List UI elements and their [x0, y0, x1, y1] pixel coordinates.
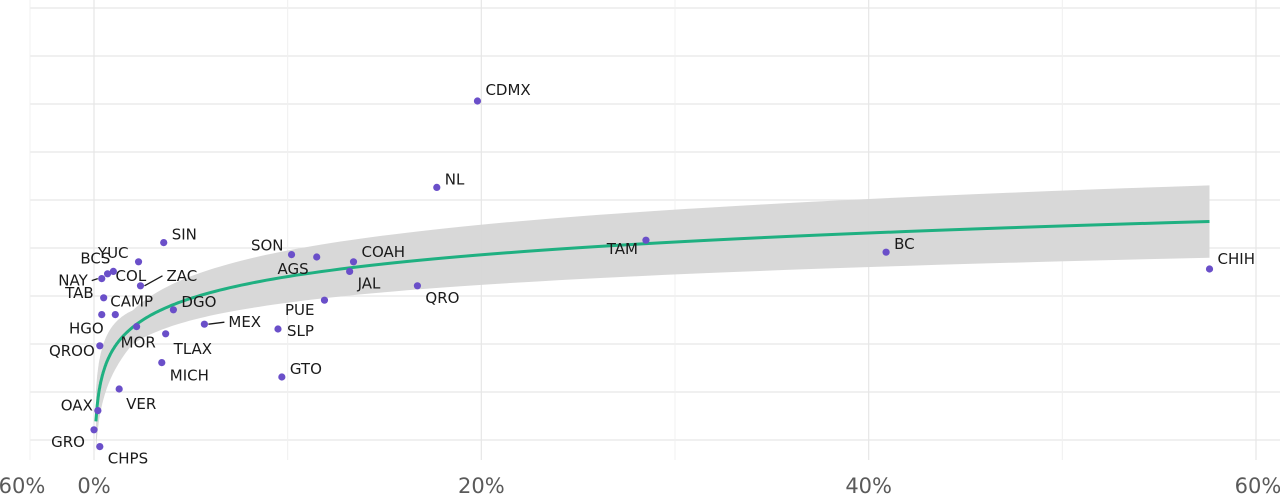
data-point-jal[interactable] — [346, 267, 354, 275]
point-label: TLAX — [173, 340, 212, 358]
data-point-nay[interactable] — [98, 275, 106, 283]
data-point-tlax[interactable] — [162, 330, 170, 338]
data-point-chps[interactable] — [96, 443, 104, 451]
x-tick-label: 60% — [1235, 474, 1280, 498]
data-point-zac[interactable] — [136, 282, 145, 290]
x-tick-label: 20% — [458, 474, 505, 498]
x-axis-ticks: 60% 0% 20% 40% 60% — [0, 474, 1280, 498]
data-point-nl[interactable] — [433, 183, 441, 191]
data-point-mich[interactable] — [158, 359, 166, 367]
point-label: QRO — [425, 289, 459, 307]
data-point-yuc[interactable] — [134, 258, 143, 266]
data-point-son[interactable] — [287, 251, 296, 259]
x-tick-label: 60% — [0, 474, 45, 498]
point-label: OAX — [61, 397, 93, 415]
point-label: CAMP — [110, 293, 153, 311]
point-label: JAL — [357, 274, 381, 292]
data-point-coah[interactable] — [349, 258, 358, 266]
point-label: MICH — [170, 367, 209, 385]
data-point-tab[interactable] — [100, 294, 108, 302]
point-label: COAH — [362, 243, 406, 261]
data-point-ver[interactable] — [115, 385, 123, 393]
point-label: AGS — [278, 260, 309, 278]
data-point-hgo[interactable] — [98, 311, 106, 319]
label-leader — [144, 275, 163, 287]
point-label: DGO — [181, 293, 216, 311]
point-label: HGO — [69, 320, 104, 338]
point-label: SIN — [172, 226, 197, 244]
data-point-qro[interactable] — [413, 282, 422, 290]
point-label: BCS — [80, 249, 110, 267]
data-point-tam[interactable] — [642, 236, 650, 244]
confidence-band — [95, 185, 1210, 452]
point-label: GTO — [290, 360, 322, 378]
data-point-qroo[interactable] — [96, 342, 104, 350]
data-point-bc[interactable] — [882, 248, 890, 256]
point-label: TAM — [606, 240, 638, 258]
data-point-mor[interactable] — [133, 323, 141, 331]
point-label: QROO — [49, 342, 95, 360]
data-point-gro[interactable] — [90, 426, 98, 434]
point-label: CHIH — [1218, 250, 1255, 268]
label-leader — [91, 277, 98, 282]
data-point-chih[interactable] — [1205, 265, 1214, 273]
data-point-sin[interactable] — [160, 239, 168, 247]
point-label: SON — [251, 237, 284, 255]
point-label: BC — [894, 235, 915, 253]
data-point-gto[interactable] — [278, 373, 286, 381]
point-label: CDMX — [485, 81, 530, 99]
data-point-dgo[interactable] — [169, 306, 178, 314]
data-point-bcs[interactable] — [109, 267, 117, 275]
data-point-col[interactable] — [103, 270, 112, 278]
x-tick-label: 0% — [77, 474, 110, 498]
point-label: GRO — [51, 433, 85, 451]
point-label: VER — [126, 395, 156, 413]
data-point-camp[interactable] — [111, 311, 119, 319]
data-point-slp[interactable] — [274, 325, 282, 333]
x-tick-label: 40% — [845, 474, 892, 498]
data-point-pue[interactable] — [320, 296, 329, 304]
data-point-cdmx[interactable] — [473, 97, 482, 105]
data-point-oax[interactable] — [94, 407, 102, 415]
point-label: NAY — [58, 272, 88, 290]
point-label: YUC — [97, 244, 129, 262]
point-label: SLP — [287, 322, 314, 340]
label-leader — [208, 321, 225, 325]
point-label: MOR — [121, 334, 156, 352]
point-label: ZAC — [166, 267, 197, 285]
point-label: CHPS — [108, 450, 148, 468]
point-label: NL — [445, 170, 465, 188]
data-point-ags[interactable] — [313, 253, 321, 261]
point-label: TAB — [64, 284, 94, 302]
point-label: PUE — [285, 301, 315, 319]
trend-line — [94, 220, 1210, 422]
data-point-mex[interactable] — [200, 320, 208, 328]
point-label: COL — [116, 267, 147, 285]
point-label: MEX — [228, 313, 261, 331]
